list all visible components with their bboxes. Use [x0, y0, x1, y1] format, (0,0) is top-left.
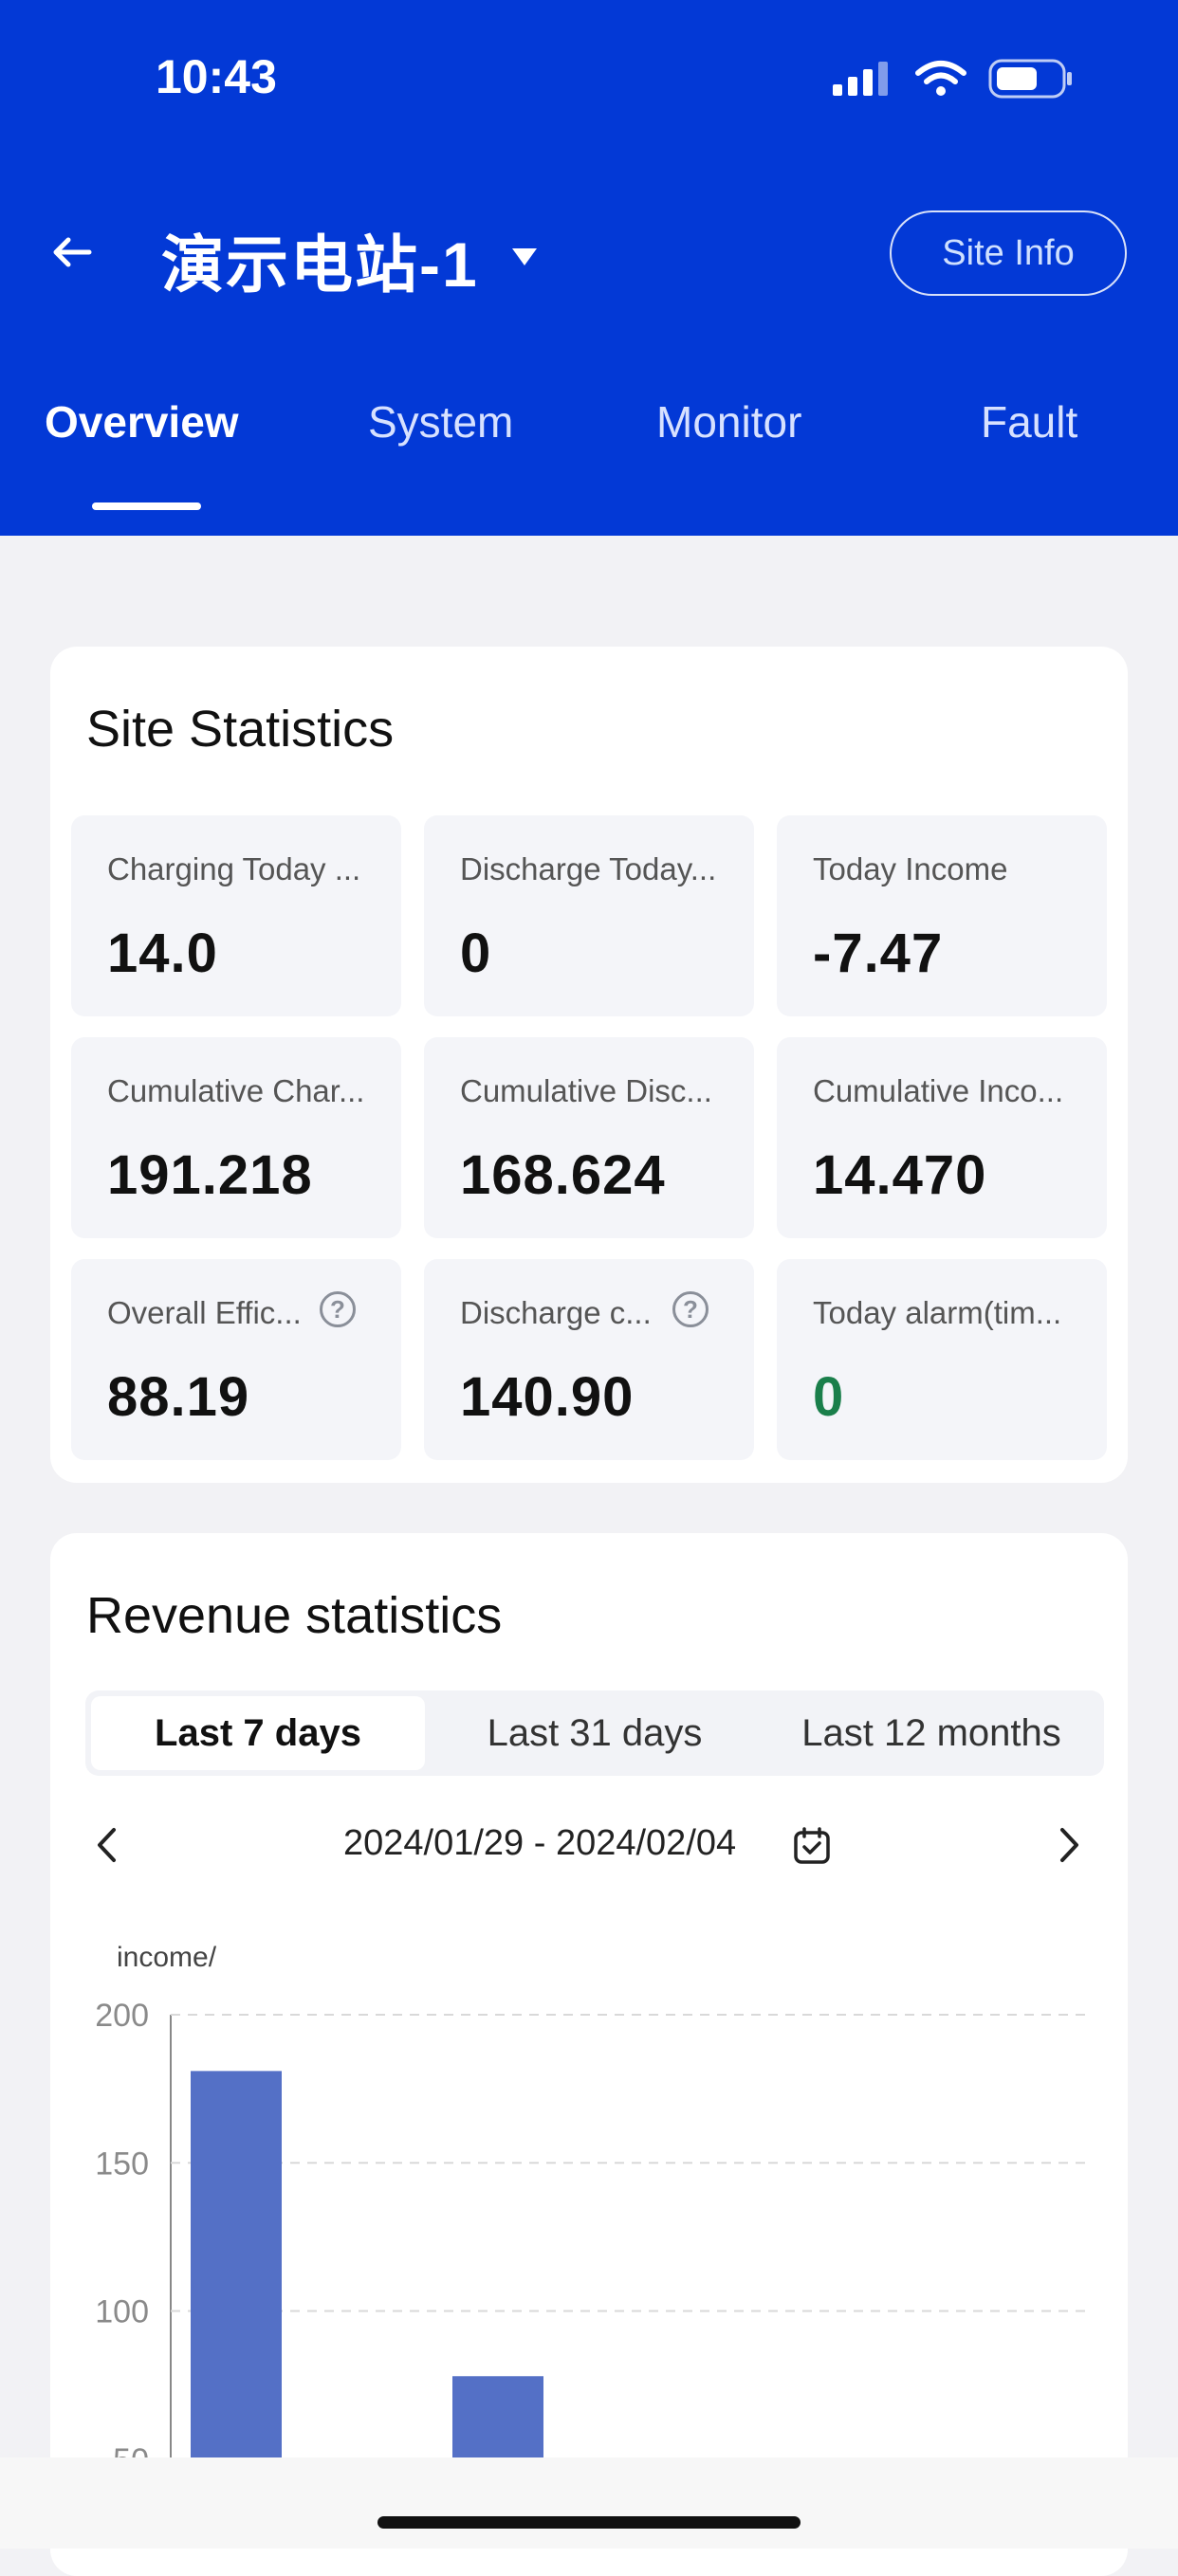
- chart-y-label: income/: [117, 1942, 217, 1973]
- range-last-12-months[interactable]: Last 12 months: [801, 1711, 1061, 1754]
- range-last-7-days[interactable]: Last 7 days: [91, 1696, 425, 1770]
- y-tick-label: 150: [95, 2146, 149, 2182]
- date-navigator: 2024/01/29 - 2024/02/04: [85, 1816, 1104, 1873]
- bottom-safe-area: [0, 2457, 1178, 2549]
- status-icons: [833, 59, 1074, 99]
- stat-value: 14.0: [107, 923, 218, 984]
- tab-monitor[interactable]: Monitor: [656, 397, 802, 447]
- help-icon[interactable]: ?: [320, 1291, 356, 1327]
- revenue-statistics-title: Revenue statistics: [86, 1587, 503, 1644]
- site-dropdown-caret-icon[interactable]: [512, 248, 537, 265]
- signal-icon: [833, 62, 888, 96]
- stat-today-alarm[interactable]: Today alarm(tim... 0: [777, 1259, 1107, 1460]
- tab-system[interactable]: System: [368, 397, 514, 447]
- stat-label: Cumulative Disc...: [460, 1073, 712, 1108]
- y-tick-label: 200: [95, 1998, 149, 2034]
- stat-label: Overall Effic...: [107, 1295, 302, 1330]
- stat-value: 14.470: [813, 1144, 987, 1206]
- stat-label: Cumulative Char...: [107, 1073, 363, 1108]
- stat-label: Discharge Today...: [460, 851, 716, 886]
- stat-today-income[interactable]: Today Income -7.47: [777, 815, 1107, 1016]
- stat-charging-today[interactable]: Charging Today ... 14.0: [71, 815, 401, 1016]
- stat-cumulative-income[interactable]: Cumulative Inco... 14.470: [777, 1037, 1107, 1238]
- help-icon[interactable]: ?: [672, 1291, 709, 1327]
- chevron-right-icon[interactable]: [1058, 1827, 1081, 1863]
- calendar-icon[interactable]: [793, 1827, 831, 1865]
- stat-label: Today Income: [813, 851, 1008, 886]
- header: 10:43 演示电站-1 Site Info Overview System M…: [0, 0, 1178, 536]
- stat-label: Charging Today ...: [107, 851, 361, 886]
- site-statistics-title: Site Statistics: [86, 701, 395, 758]
- stat-value: 0: [813, 1366, 845, 1428]
- tab-bar: Overview System Monitor Fault: [0, 396, 1178, 453]
- site-title[interactable]: 演示电站-1: [161, 229, 479, 300]
- stat-discharge-today[interactable]: Discharge Today... 0: [424, 815, 754, 1016]
- chevron-left-icon[interactable]: [95, 1827, 118, 1863]
- range-segmented-control: Last 7 days Last 31 days Last 12 months: [85, 1690, 1104, 1776]
- stat-label: Discharge c...: [460, 1295, 652, 1330]
- home-indicator: [377, 2516, 801, 2529]
- wifi-icon: [915, 61, 966, 96]
- revenue-bar[interactable]: [452, 2376, 543, 2465]
- active-tab-indicator: [92, 502, 201, 510]
- stat-label: Today alarm(tim...: [813, 1295, 1062, 1330]
- tab-fault[interactable]: Fault: [981, 397, 1078, 447]
- stat-value: 0: [460, 923, 492, 984]
- range-last-31-days[interactable]: Last 31 days: [487, 1711, 703, 1754]
- stat-overall-efficiency[interactable]: Overall Effic... ? 88.19: [71, 1259, 401, 1460]
- date-range-label[interactable]: 2024/01/29 - 2024/02/04: [343, 1823, 737, 1863]
- battery-icon: [988, 59, 1072, 99]
- stat-value: 191.218: [107, 1144, 313, 1206]
- stat-cumulative-charge[interactable]: Cumulative Char... 191.218: [71, 1037, 401, 1238]
- tab-overview[interactable]: Overview: [45, 397, 239, 447]
- site-info-button[interactable]: Site Info: [890, 210, 1127, 296]
- y-tick-label: 100: [95, 2294, 149, 2330]
- site-statistics-card: Site Statistics Charging Today ... 14.0 …: [50, 647, 1128, 1483]
- revenue-bar[interactable]: [191, 2071, 282, 2465]
- back-arrow-icon[interactable]: [51, 231, 93, 273]
- stat-value: 140.90: [460, 1366, 635, 1428]
- stat-cumulative-discharge[interactable]: Cumulative Disc... 168.624: [424, 1037, 754, 1238]
- stat-label: Cumulative Inco...: [813, 1073, 1064, 1108]
- stat-value: 168.624: [460, 1144, 666, 1206]
- stat-value: 88.19: [107, 1366, 250, 1428]
- stat-discharge-capacity[interactable]: Discharge c... ? 140.90: [424, 1259, 754, 1460]
- stat-value: -7.47: [813, 923, 944, 984]
- status-time: 10:43: [156, 50, 277, 103]
